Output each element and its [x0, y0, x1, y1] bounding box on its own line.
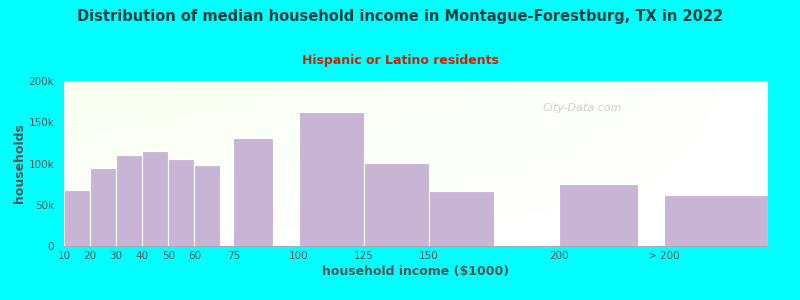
Bar	[90, 168, 116, 246]
Bar	[364, 163, 429, 246]
Bar	[234, 138, 273, 246]
Text: City-Data.com: City-Data.com	[542, 103, 622, 113]
Bar	[142, 151, 168, 246]
Bar	[194, 165, 221, 246]
X-axis label: household income ($1000): household income ($1000)	[322, 265, 510, 278]
Bar	[664, 195, 768, 246]
Text: Hispanic or Latino residents: Hispanic or Latino residents	[302, 54, 498, 67]
Bar	[116, 155, 142, 246]
Bar	[64, 190, 90, 246]
Bar	[429, 191, 494, 246]
Bar	[298, 112, 364, 246]
Bar	[559, 184, 638, 246]
Y-axis label: households: households	[13, 124, 26, 203]
Text: Distribution of median household income in Montague-Forestburg, TX in 2022: Distribution of median household income …	[77, 9, 723, 24]
Bar	[168, 158, 194, 246]
